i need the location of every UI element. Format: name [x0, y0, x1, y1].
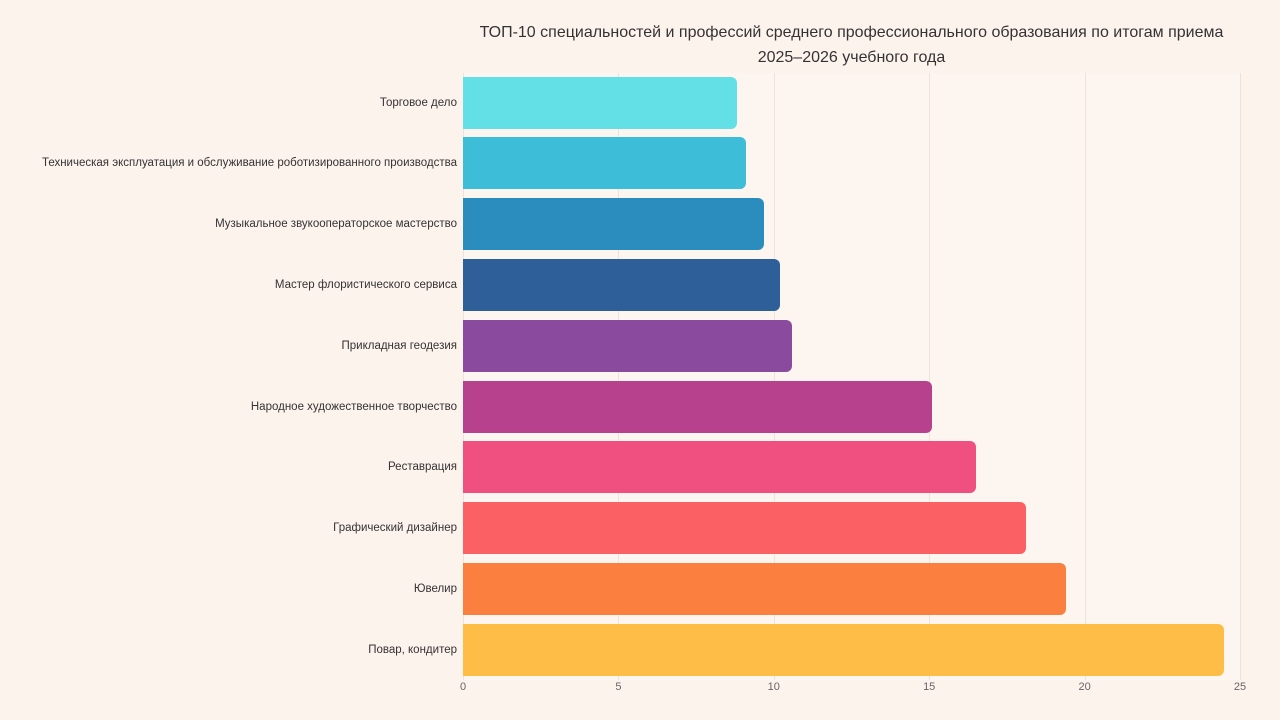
bar[interactable]: [463, 502, 1026, 555]
bar[interactable]: [463, 259, 781, 311]
x-tick-label: 5: [615, 681, 622, 693]
x-tick-label: 15: [923, 681, 936, 693]
x-tick-label: 0: [459, 681, 467, 693]
bar[interactable]: [463, 623, 1225, 676]
category-label: Музыкальное звукооператорское мастерство: [215, 218, 457, 231]
x-gridline: [1240, 73, 1241, 680]
x-gridline: [773, 73, 775, 680]
category-label: Реставрация: [388, 461, 457, 474]
category-label: Торговое дело: [379, 96, 457, 109]
x-gridline: [618, 73, 620, 680]
category-label: Графический дизайнер: [333, 522, 457, 535]
category-label: Народное художественное творчество: [250, 400, 457, 413]
chart-title: ТОП-10 специальностей и профессий средне…: [479, 24, 1224, 66]
category-label: Повар, кондитер: [368, 643, 457, 656]
x-tick-label: 20: [1078, 681, 1091, 693]
x-gridline: [929, 73, 931, 680]
bar[interactable]: [463, 319, 793, 372]
bar[interactable]: [463, 563, 1066, 615]
x-tick-label: 10: [767, 681, 780, 693]
bar[interactable]: [463, 441, 976, 494]
bar[interactable]: [463, 137, 746, 190]
bar[interactable]: [463, 198, 765, 251]
category-label: Ювелир: [413, 583, 457, 595]
bar[interactable]: [463, 76, 737, 129]
category-label: Мастер флористического сервиса: [274, 279, 457, 291]
x-gridline: [463, 73, 464, 680]
bar[interactable]: [463, 380, 933, 433]
x-gridline: [1084, 73, 1086, 680]
category-label: Техническая эксплуатация и обслуживание …: [41, 157, 457, 170]
x-tick-label: 25: [1233, 681, 1247, 693]
category-label: Прикладная геодезия: [341, 339, 458, 352]
